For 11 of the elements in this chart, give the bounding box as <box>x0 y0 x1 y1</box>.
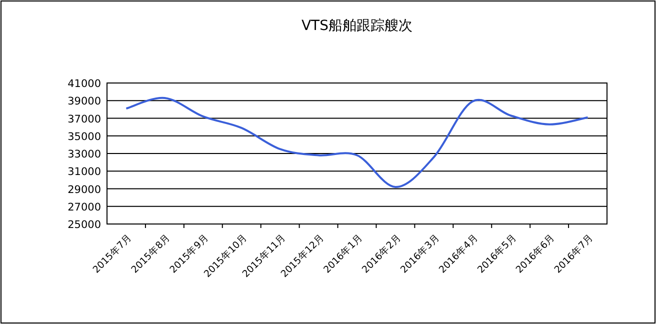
y-tick-label: 27000 <box>68 201 101 214</box>
y-tick-label: 29000 <box>68 184 101 196</box>
y-tick-label: 25000 <box>68 219 101 231</box>
y-tick-label: 41000 <box>68 78 101 90</box>
line-series <box>125 96 589 188</box>
y-tick-label: 37000 <box>68 113 101 126</box>
y-tick-label: 31000 <box>68 166 101 178</box>
y-tick-label: 33000 <box>68 148 101 160</box>
y-tick-label: 35000 <box>68 130 101 143</box>
chart-title: VTS船舶跟踪艘次 <box>301 18 413 34</box>
y-tick-label: 39000 <box>68 96 101 108</box>
